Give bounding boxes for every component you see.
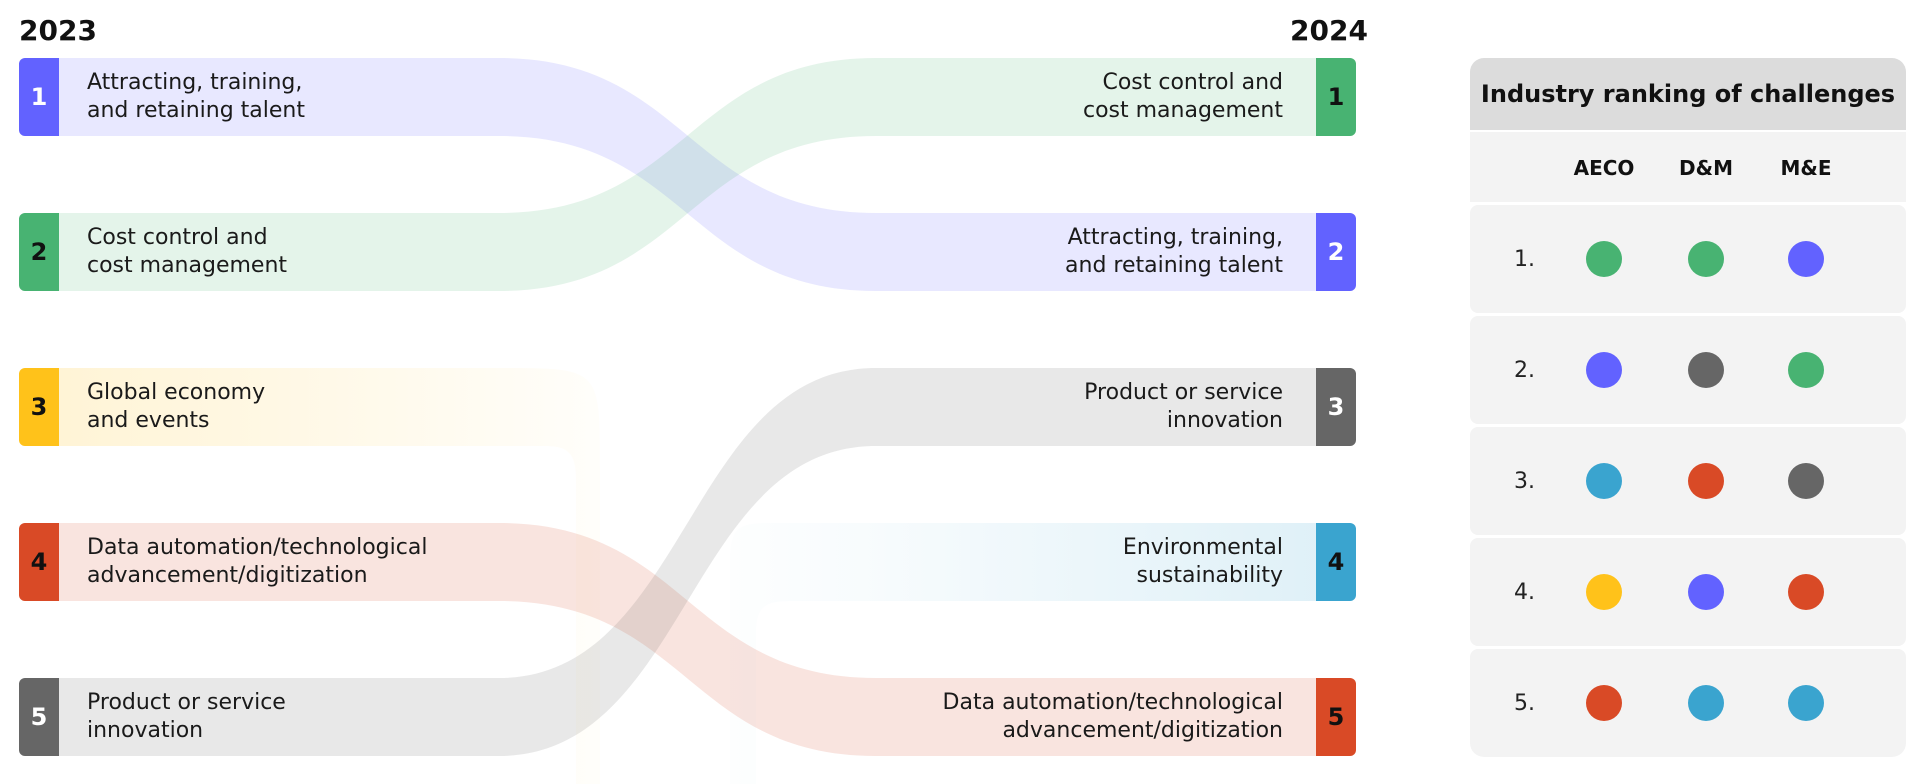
right-node-label: Environmental sustainability	[1122, 535, 1283, 588]
right-rank-badge: 5	[1316, 678, 1356, 756]
right-rank-badge: 2	[1316, 213, 1356, 291]
ranking-dot-red	[1586, 685, 1622, 721]
left-node-label: Data automation/technological advancemen…	[87, 535, 428, 588]
ranking-dot-purple	[1688, 574, 1724, 610]
left-rank-badge: 5	[19, 678, 59, 756]
ranking-dot-purple	[1788, 241, 1824, 277]
right-rank-badge: 4	[1316, 523, 1356, 601]
left-rank-badge: 1	[19, 58, 59, 136]
flow-blue	[730, 523, 1316, 784]
flow-red	[59, 523, 1316, 756]
ranking-dot-yellow	[1586, 574, 1622, 610]
flow-purple	[59, 58, 1316, 291]
right-node-1: Cost control and cost management 1	[1083, 58, 1356, 136]
ranking-dot-gray	[1688, 352, 1724, 388]
flow-gray	[59, 368, 1316, 756]
ranking-panel-title: Industry ranking of challenges	[1470, 58, 1906, 130]
left-node-label: Attracting, training, and retaining tale…	[87, 70, 305, 123]
left-node-label: Cost control and cost management	[87, 225, 288, 278]
right-node-5: Data automation/technological advancemen…	[943, 678, 1356, 756]
ranking-dot-green	[1688, 241, 1724, 277]
ranking-dot-red	[1688, 463, 1724, 499]
ranking-dot-blue	[1788, 685, 1824, 721]
right-rank-badge: 1	[1316, 58, 1356, 136]
left-node-label: Product or service innovation	[87, 690, 286, 743]
ranking-dot-blue	[1586, 463, 1622, 499]
left-node-2: 2 Cost control and cost management	[19, 213, 287, 291]
right-node-2: Attracting, training, and retaining tale…	[1065, 213, 1356, 291]
flow-yellow	[59, 368, 600, 784]
ranking-row: 4.	[1470, 538, 1906, 646]
ranking-row-number: 2.	[1514, 358, 1535, 383]
column-header: M&E	[1780, 156, 1832, 180]
left-year-label: 2023	[19, 14, 97, 47]
ranking-panel-rows: 1. 2. 3. 4. 5.	[1470, 205, 1906, 757]
left-rank-badge: 2	[19, 213, 59, 291]
left-node-1: 1 Attracting, training, and retaining tal…	[19, 58, 305, 136]
ranking-row-number: 3.	[1514, 469, 1535, 494]
left-node-4: 4 Data automation/technological advanceme…	[19, 523, 427, 601]
left-node-5: 5 Product or service innovation	[19, 678, 286, 756]
ranking-panel: Industry ranking of challenges AECO D&M M&…	[1470, 58, 1906, 757]
left-node-label: Global economy and events	[87, 380, 266, 433]
ranking-row: 3.	[1470, 427, 1906, 535]
ranking-row: 5.	[1470, 649, 1906, 757]
left-rank-badge: 4	[19, 523, 59, 601]
column-header: D&M	[1679, 156, 1733, 180]
ranking-dot-green	[1586, 241, 1622, 277]
ranking-row: 1.	[1470, 205, 1906, 313]
flow-green	[59, 58, 1316, 291]
right-year-label: 2024	[1290, 14, 1368, 47]
right-node-label: Cost control and cost management	[1082, 70, 1283, 123]
ranking-dot-gray	[1788, 463, 1824, 499]
flow-diagram	[59, 58, 1316, 784]
ranking-dot-red	[1788, 574, 1824, 610]
ranking-row-number: 4.	[1514, 580, 1535, 605]
ranking-row-number: 1.	[1514, 247, 1535, 272]
right-rank-badge: 3	[1316, 368, 1356, 446]
ranking-panel-columns: AECO D&M M&E	[1470, 132, 1906, 202]
right-node-4: Environmental sustainability 4	[1123, 523, 1356, 601]
ranking-dot-blue	[1688, 685, 1724, 721]
left-node-3: 3 Global economy and events	[19, 368, 265, 446]
right-node-label: Product or service innovation	[1084, 380, 1283, 433]
right-node-3: Product or service innovation 3	[1084, 368, 1356, 446]
left-rank-badge: 3	[19, 368, 59, 446]
ranking-row-number: 5.	[1514, 691, 1535, 716]
right-node-label: Data automation/technological advancemen…	[942, 690, 1283, 743]
ranking-dot-green	[1788, 352, 1824, 388]
ranking-dot-purple	[1586, 352, 1622, 388]
ranking-row: 2.	[1470, 316, 1906, 424]
column-header: AECO	[1573, 156, 1635, 180]
right-node-label: Attracting, training, and retaining tale…	[1065, 225, 1283, 278]
